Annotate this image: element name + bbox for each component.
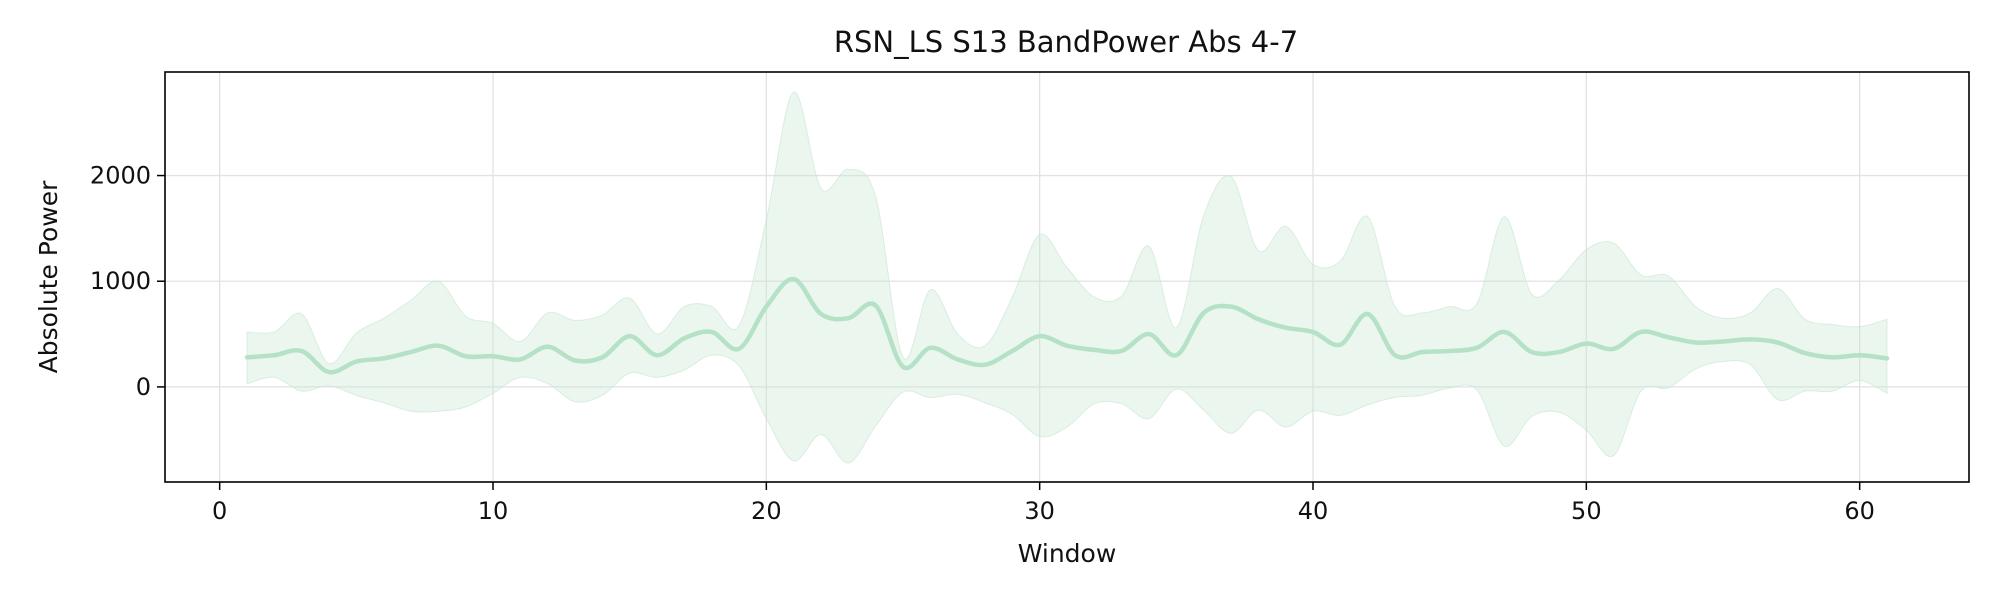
mean-point xyxy=(1611,347,1615,351)
x-tick-label: 10 xyxy=(478,497,509,525)
mean-point xyxy=(983,363,987,367)
x-tick-label: 60 xyxy=(1844,497,1875,525)
y-tick-label: 1000 xyxy=(90,267,151,295)
mean-point xyxy=(1065,343,1069,347)
y-tick-label: 0 xyxy=(136,373,151,401)
mean-point xyxy=(463,354,467,358)
mean-point xyxy=(436,343,440,347)
std-band xyxy=(246,91,1888,464)
mean-point xyxy=(791,277,795,281)
mean-point xyxy=(1229,304,1233,308)
mean-point xyxy=(1830,355,1834,359)
x-tick-label: 0 xyxy=(212,497,227,525)
mean-point xyxy=(1119,349,1123,353)
mean-point xyxy=(1201,311,1205,315)
mean-line xyxy=(244,276,1890,375)
mean-point xyxy=(327,370,331,374)
mean-point xyxy=(627,334,631,338)
mean-point xyxy=(1147,332,1151,336)
mean-point xyxy=(1803,351,1807,355)
mean-point xyxy=(1010,349,1014,353)
mean-point xyxy=(873,303,877,307)
x-tick-label: 30 xyxy=(1024,497,1055,525)
mean-point xyxy=(709,330,713,334)
mean-point xyxy=(1557,350,1561,354)
mean-point xyxy=(491,354,495,358)
y-tick-label: 2000 xyxy=(90,162,151,190)
mean-point xyxy=(354,359,358,363)
mean-point xyxy=(381,356,385,360)
mean-point xyxy=(245,355,249,359)
mean-point xyxy=(545,345,549,349)
mean-point xyxy=(1393,353,1397,357)
mean-point xyxy=(1721,339,1725,343)
mean-point xyxy=(1666,335,1670,339)
mean-point xyxy=(1311,330,1315,334)
x-axis-label: Window xyxy=(1018,539,1117,568)
mean-point xyxy=(737,347,741,351)
mean-point xyxy=(1857,353,1861,357)
x-tick-label: 20 xyxy=(751,497,782,525)
mean-point xyxy=(655,353,659,357)
x-tick-label: 40 xyxy=(1298,497,1329,525)
y-axis-label: Absolute Power xyxy=(34,180,63,374)
mean-point xyxy=(1502,330,1506,334)
mean-point xyxy=(1529,350,1533,354)
mean-point xyxy=(1037,334,1041,338)
x-tick-label: 50 xyxy=(1571,497,1602,525)
mean-point xyxy=(1775,340,1779,344)
mean-point xyxy=(600,355,604,359)
mean-point xyxy=(1475,346,1479,350)
axis-ticks: 0 10 20 30 40 50 60 0 1000 2000 xyxy=(90,162,1875,525)
mean-point xyxy=(901,365,905,369)
mean-point xyxy=(1885,356,1889,360)
chart-title: RSN_LS S13 BandPower Abs 4-7 xyxy=(834,25,1298,59)
mean-point xyxy=(819,312,823,316)
mean-point xyxy=(573,358,577,362)
mean-point xyxy=(1447,349,1451,353)
mean-point xyxy=(272,353,276,357)
mean-point xyxy=(928,346,932,350)
mean-point xyxy=(518,357,522,361)
mean-point xyxy=(1693,340,1697,344)
mean-point xyxy=(1639,330,1643,334)
mean-point xyxy=(1092,348,1096,352)
mean-point xyxy=(409,350,413,354)
mean-point xyxy=(1338,342,1342,346)
mean-point xyxy=(1420,350,1424,354)
mean-point xyxy=(682,336,686,340)
grid xyxy=(165,72,1969,482)
mean-point xyxy=(955,357,959,361)
mean-point xyxy=(299,349,303,353)
mean-point xyxy=(1174,353,1178,357)
plot-frame xyxy=(164,71,1970,483)
mean-point xyxy=(1256,317,1260,321)
mean-point xyxy=(1283,326,1287,330)
mean-point xyxy=(846,316,850,320)
mean-point xyxy=(1748,337,1752,341)
mean-point xyxy=(1365,312,1369,316)
mean-point xyxy=(764,304,768,308)
mean-point xyxy=(1584,341,1588,345)
